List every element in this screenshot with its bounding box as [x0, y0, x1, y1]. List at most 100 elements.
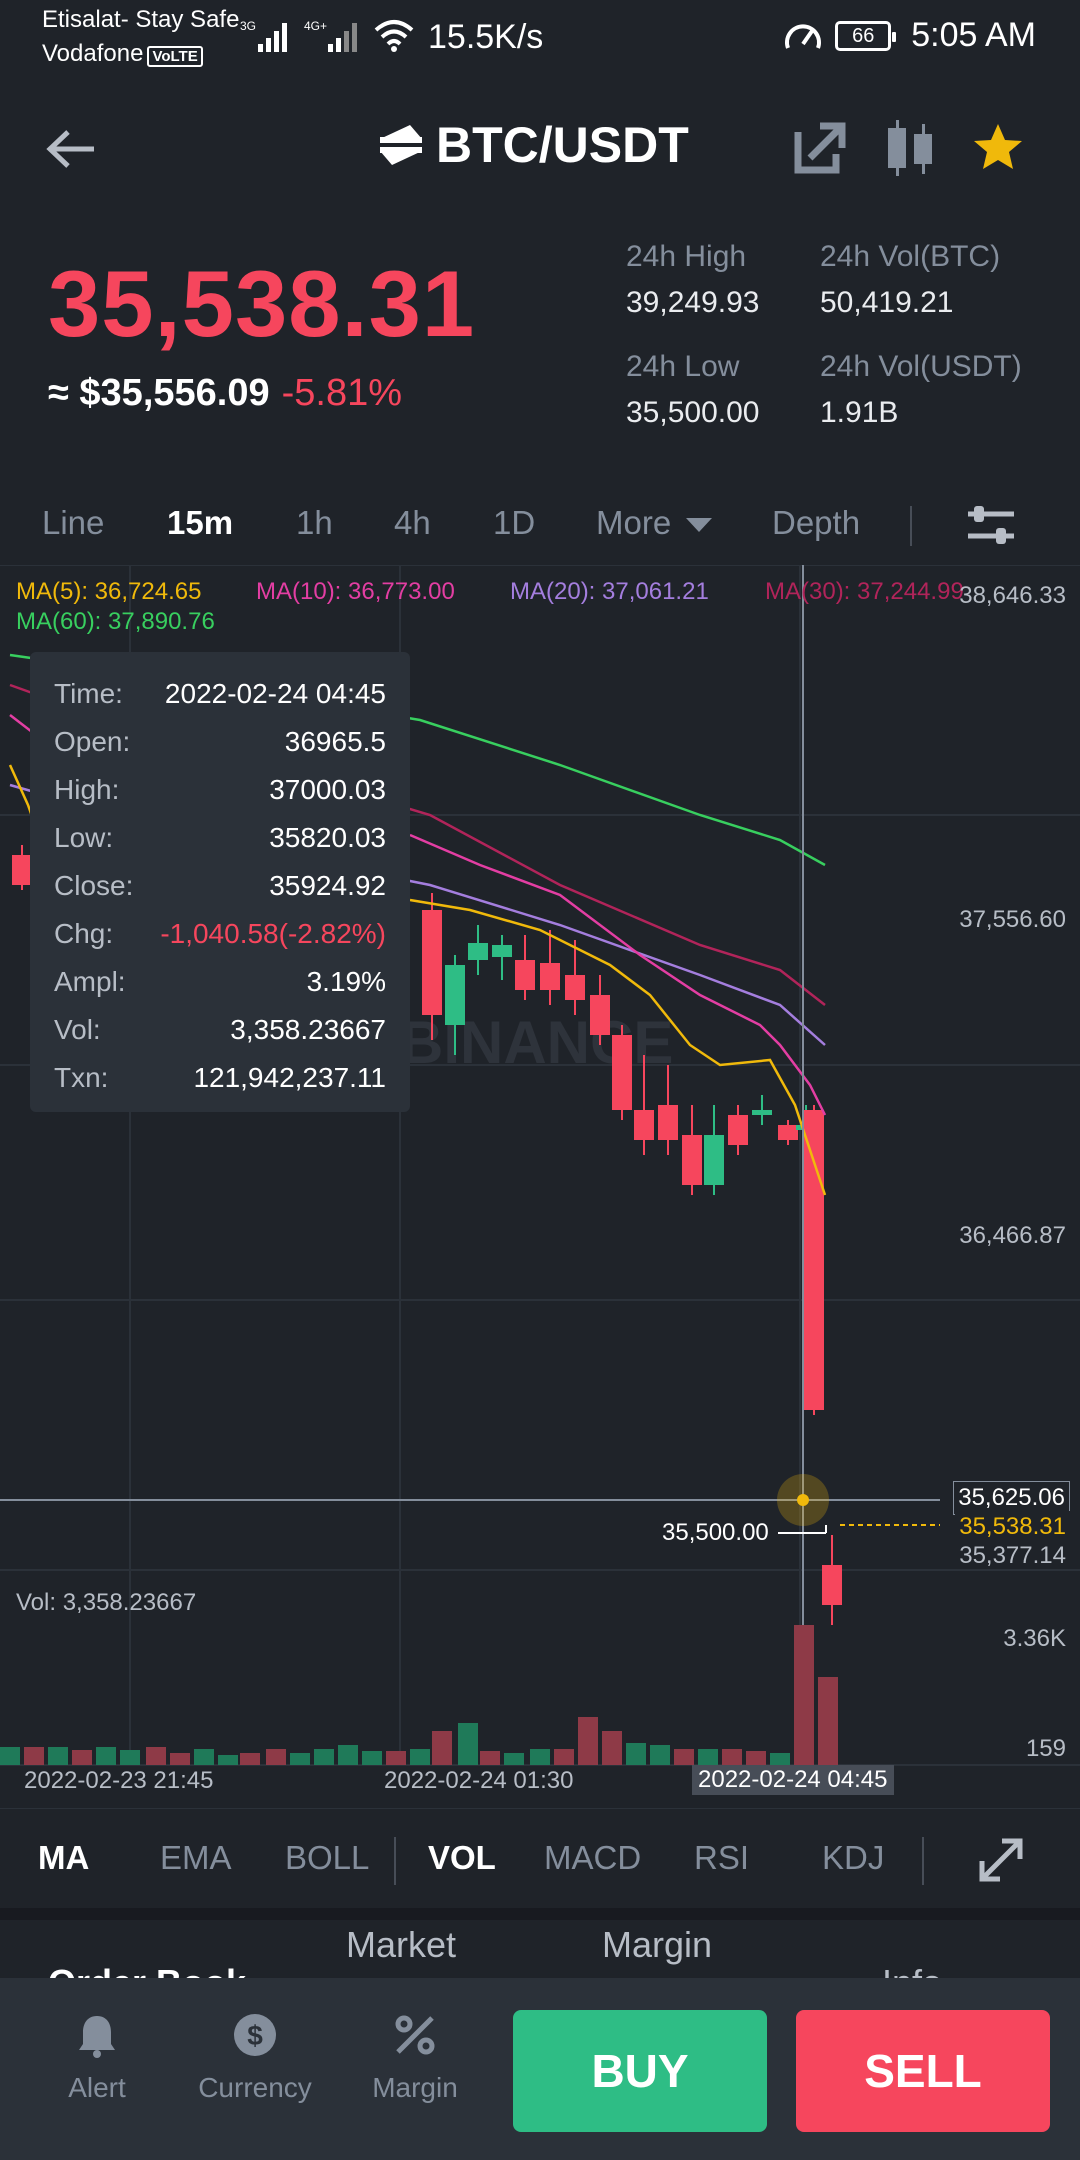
ind-tab-kdj[interactable]: KDJ	[822, 1839, 885, 1876]
stat-value: 50,419.21	[820, 286, 954, 319]
candle-body	[492, 945, 512, 957]
stat-value: 1.91B	[820, 396, 899, 429]
net-type-2: 4G+	[304, 19, 327, 33]
ind-tab-rsi[interactable]: RSI	[694, 1839, 750, 1876]
approx-usd-price: ≈ $35,556.09	[48, 372, 270, 414]
candle-body	[804, 1110, 824, 1410]
candle-body	[682, 1135, 702, 1185]
ind-divider	[922, 1837, 924, 1885]
volume-bar	[72, 1750, 92, 1765]
tab-more-label: More	[596, 504, 672, 541]
tab-4h[interactable]: 4h	[394, 504, 431, 541]
tab-1h[interactable]: 1h	[296, 504, 333, 541]
tab-margin[interactable]: Margin	[602, 1924, 713, 1965]
ind-tab-vol[interactable]: VOL	[428, 1839, 496, 1876]
stat-value: 35,500.00	[626, 396, 760, 429]
share-icon[interactable]	[790, 118, 850, 178]
volume-bar	[722, 1749, 742, 1765]
tab-1d[interactable]: 1D	[493, 504, 536, 541]
tab-info[interactable]: Info	[882, 1962, 942, 1980]
tooltip-key: Ampl:	[54, 966, 126, 997]
indicator-tabs: MA EMA BOLL VOL MACD RSI KDJ	[0, 1808, 1080, 1903]
volume-bar	[602, 1731, 622, 1765]
last-price: 35,538.31	[48, 251, 476, 356]
tooltip-value: 35924.92	[269, 870, 386, 901]
battery-icon: 66	[835, 20, 897, 51]
ma-line	[409, 833, 827, 1116]
tooltip-value: 2022-02-24 04:45	[164, 678, 386, 709]
speedometer-icon	[785, 24, 822, 49]
candle-body	[445, 965, 465, 1025]
stat-24h-low: 24h Low 35,500.00	[626, 350, 759, 430]
star-icon[interactable]	[968, 118, 1028, 178]
stat-24h-vol-usdt: 24h Vol(USDT) 1.91B	[820, 350, 1022, 430]
swap-icon	[380, 125, 422, 165]
ma10-label: MA(10): 36,773.00	[256, 578, 455, 605]
tooltip-value: 35820.03	[269, 822, 386, 853]
fullscreen-icon[interactable]	[976, 1835, 1026, 1885]
price-axis-label: 35,377.14	[959, 1542, 1066, 1569]
last-price-tag: 35,538.31	[955, 1511, 1070, 1543]
tooltip-key: High:	[54, 774, 120, 805]
tab-depth[interactable]: Depth	[772, 504, 861, 541]
tab-order-book[interactable]: Order Book	[48, 1962, 246, 1980]
volume-bar	[504, 1753, 524, 1765]
volume-bar	[266, 1749, 286, 1765]
volume-bar	[650, 1745, 670, 1765]
price-axis-label: 38,646.33	[959, 582, 1066, 609]
candle-tooltip: Time: 2022-02-24 04:45 Open: 36965.5 High: 37…	[30, 652, 410, 1112]
ma-line	[409, 898, 827, 1196]
ind-tab-boll[interactable]: BOLL	[285, 1839, 370, 1876]
volume-axis-label: 3.36K	[1003, 1625, 1066, 1652]
signal-4g-icon: 4G+	[304, 19, 357, 52]
tab-line[interactable]: Line	[42, 504, 105, 541]
tab-divider	[910, 506, 912, 546]
status-bar: Etisalat- Stay Safe Vodafone VoLTE 3G 4G+…	[0, 0, 1080, 80]
currency-button[interactable]: $ Currency	[180, 2012, 330, 2104]
volume-bar	[24, 1747, 44, 1765]
buy-button[interactable]: BUY	[513, 2010, 767, 2132]
time-axis-label: 2022-02-24 01:30	[384, 1767, 574, 1794]
price-axis-label: 36,466.87	[959, 1222, 1066, 1249]
interval-tabs: Line 15m 1h 4h 1D More Depth	[0, 498, 1080, 554]
crosshair-price-tag: 35,625.06	[953, 1481, 1070, 1515]
margin-label: Margin	[372, 2072, 458, 2103]
tab-15m[interactable]: 15m	[167, 504, 234, 541]
ind-tab-ma[interactable]: MA	[38, 1839, 90, 1876]
tab-market[interactable]: Market	[346, 1924, 457, 1965]
stat-24h-vol-btc: 24h Vol(BTC) 50,419.21	[820, 240, 1000, 320]
price-change: -5.81%	[281, 372, 403, 414]
tooltip-key: Time:	[54, 678, 123, 709]
back-arrow-icon[interactable]	[44, 124, 100, 174]
candle-body	[704, 1135, 724, 1185]
ind-tab-macd[interactable]: MACD	[544, 1839, 642, 1876]
margin-button[interactable]: Margin	[340, 2012, 490, 2104]
volte-badge: VoLTE	[147, 46, 203, 67]
volume-bar	[338, 1745, 358, 1765]
candle-body	[752, 1110, 772, 1115]
watermark: BINANCE	[400, 1009, 673, 1076]
sell-button[interactable]: SELL	[796, 2010, 1050, 2132]
chart-settings-icon[interactable]	[964, 498, 1018, 552]
tooltip-value: 3.19%	[306, 966, 386, 997]
tooltip-row: Txn: 121,942,237.11	[54, 1054, 386, 1102]
tab-more[interactable]: More	[596, 504, 713, 542]
volume-bar	[410, 1749, 430, 1765]
pair-selector[interactable]: BTC/USDT	[376, 116, 689, 174]
candle-body	[540, 963, 560, 990]
volume-bar	[240, 1753, 260, 1765]
ind-tab-ema[interactable]: EMA	[160, 1839, 232, 1876]
candle-chart-icon[interactable]	[880, 118, 940, 178]
volume-bar	[818, 1677, 838, 1765]
volume-bar	[578, 1717, 598, 1765]
candle-body	[12, 855, 32, 885]
tooltip-key: Chg:	[54, 918, 114, 949]
volume-label: Vol: 3,358.23667	[16, 1589, 197, 1616]
bell-icon	[79, 2016, 115, 2058]
stat-label: 24h High	[626, 240, 747, 273]
alert-button[interactable]: Alert	[22, 2012, 172, 2104]
network-speed: 15.5K/s	[428, 18, 544, 56]
stat-label: 24h Vol(USDT)	[820, 350, 1022, 383]
ind-divider	[394, 1837, 396, 1885]
time-axis-label: 2022-02-23 21:45	[24, 1767, 214, 1794]
